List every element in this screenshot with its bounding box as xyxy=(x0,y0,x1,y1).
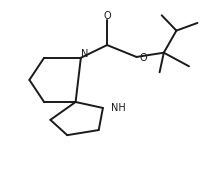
Text: O: O xyxy=(140,53,147,63)
Text: O: O xyxy=(103,11,111,21)
Text: N: N xyxy=(81,49,88,59)
Text: NH: NH xyxy=(111,103,126,113)
